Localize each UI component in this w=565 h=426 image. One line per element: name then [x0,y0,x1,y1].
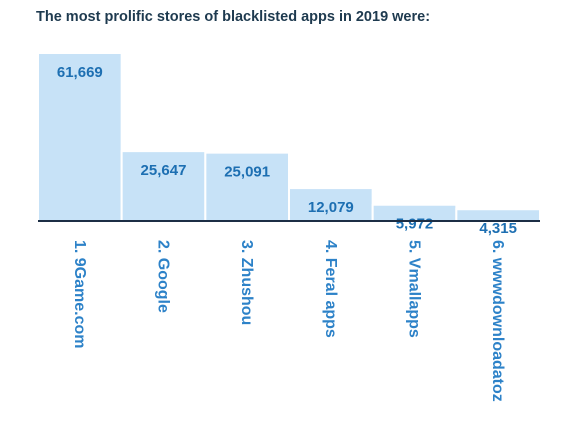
value-label-1: 61,669 [57,64,103,81]
category-label-2: 2. Google [155,240,172,313]
value-label-3: 25,091 [224,164,270,181]
category-label-5: 5. Vmallapps [406,240,423,338]
value-label-6: 4,315 [479,220,517,237]
category-label-4: 4. Feral apps [322,240,339,338]
category-label-3: 3. Zhushou [238,240,255,325]
category-label-6: 6. wwwdownloadatoz [489,240,506,402]
bar-6 [455,208,542,222]
chart-title: The most prolific stores of blacklisted … [36,9,431,25]
bar-3 [204,151,290,222]
value-label-2: 25,647 [141,162,187,179]
value-label-5: 5,972 [396,216,434,233]
category-label-1: 1. 9Game.com [71,240,88,349]
bar-1 [37,52,123,222]
value-label-4: 12,079 [308,199,354,216]
